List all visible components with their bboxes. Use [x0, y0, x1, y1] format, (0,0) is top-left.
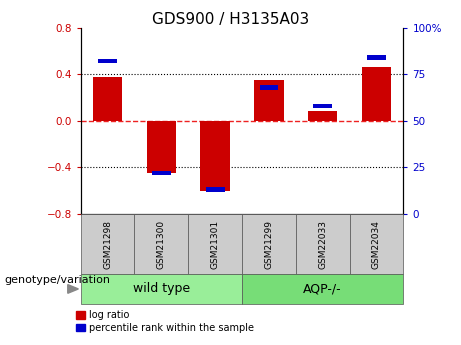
Text: GSM22034: GSM22034 [372, 220, 381, 268]
Bar [152, 170, 171, 175]
Polygon shape [68, 285, 78, 293]
Legend: log ratio, percentile rank within the sample: log ratio, percentile rank within the sa… [77, 310, 254, 333]
Bar [206, 187, 225, 192]
Text: GDS900 / H3135A03: GDS900 / H3135A03 [152, 12, 309, 27]
Bar [147, 121, 176, 173]
Text: genotype/variation: genotype/variation [5, 276, 111, 286]
Text: AQP-/-: AQP-/- [303, 283, 342, 295]
Text: GSM21298: GSM21298 [103, 219, 112, 269]
Bar [362, 67, 391, 121]
Bar [201, 121, 230, 190]
Text: GSM22033: GSM22033 [318, 219, 327, 269]
Text: GSM21299: GSM21299 [265, 219, 273, 269]
Bar [254, 80, 284, 121]
Text: GSM21301: GSM21301 [211, 219, 219, 269]
Bar [93, 77, 122, 121]
Text: wild type: wild type [133, 283, 190, 295]
Bar [367, 55, 386, 60]
Bar [308, 111, 337, 121]
Bar [313, 104, 332, 108]
Bar [98, 59, 117, 63]
Bar [260, 85, 278, 90]
Text: GSM21300: GSM21300 [157, 219, 166, 269]
